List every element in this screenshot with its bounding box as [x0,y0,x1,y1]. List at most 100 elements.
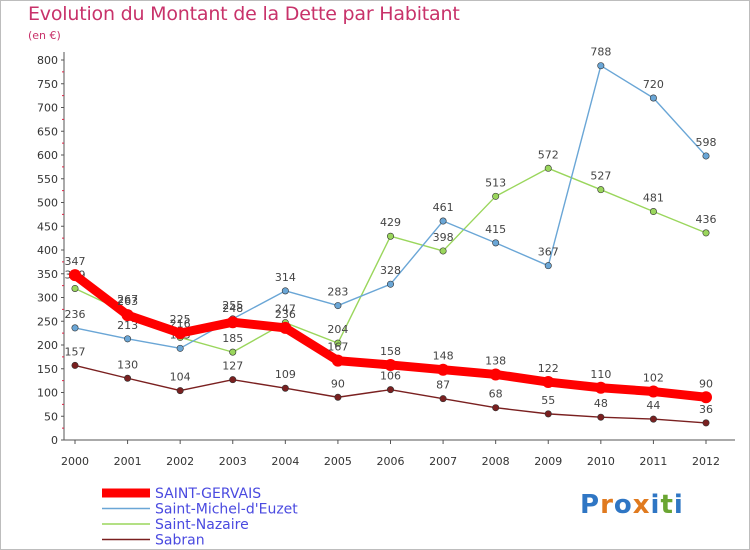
data-label-saint-michel-d-euzet: 236 [65,308,86,321]
data-point-saint-gervais [437,363,450,376]
data-point-sabran [597,413,605,421]
logo-letter: i [673,490,684,520]
y-tick-label: 750 [37,78,58,91]
data-point-sabran [386,386,394,394]
data-label-saint-gervais: 158 [380,345,401,358]
x-tick-label: 2007 [429,455,457,468]
data-label-saint-michel-d-euzet: 255 [222,299,243,312]
data-label-saint-nazaire: 436 [696,213,717,226]
data-point-saint-gervais [174,327,187,340]
x-tick-label: 2004 [271,455,299,468]
series-layer: 1571301041271099010687685548443631926721… [65,46,717,427]
x-tick-label: 2011 [639,455,667,468]
data-point-saint-nazaire [544,164,552,172]
y-tick-label: 500 [37,197,58,210]
data-label-saint-gervais: 236 [275,308,296,321]
data-label-saint-michel-d-euzet: 213 [117,319,138,332]
x-tick-label: 2002 [166,455,194,468]
data-point-saint-nazaire [649,208,657,216]
data-point-saint-michel-d-euzet [702,152,710,160]
data-point-saint-nazaire [439,247,447,255]
legend: SAINT-GERVAISSaint-Michel-d'EuzetSaint-N… [102,486,298,549]
data-label-sabran: 68 [489,388,503,401]
data-point-saint-gervais [489,368,502,381]
data-point-saint-nazaire [702,229,710,237]
y-tick-label: 550 [37,173,58,186]
data-point-saint-gervais [331,354,344,367]
data-point-sabran [334,393,342,401]
data-label-saint-michel-d-euzet: 328 [380,264,401,277]
x-tick-label: 2008 [482,455,510,468]
data-label-saint-gervais: 248 [222,302,243,315]
data-point-sabran [71,361,79,369]
data-point-sabran [176,387,184,395]
data-point-sabran [124,374,132,382]
legend-entry-saint-nazaire: Saint-Nazaire [155,517,249,533]
data-label-sabran: 44 [646,399,660,412]
logo-letter: r [600,490,614,520]
logo-letter: x [632,490,651,520]
data-label-saint-gervais: 110 [590,368,611,381]
y-tick-label: 200 [37,339,58,352]
data-label-saint-nazaire: 247 [275,303,296,316]
x-tick-label: 2012 [692,455,720,468]
data-label-saint-nazaire: 185 [222,332,243,345]
data-label-saint-michel-d-euzet: 598 [696,136,717,149]
data-label-saint-gervais: 90 [699,377,713,390]
data-label-saint-michel-d-euzet: 720 [643,78,664,91]
data-point-saint-gervais [542,376,555,389]
data-point-saint-gervais [700,391,712,404]
data-point-saint-nazaire [71,284,79,292]
data-point-saint-gervais [594,381,607,394]
y-tick-label: 0 [51,434,58,447]
data-label-saint-nazaire: 513 [485,176,506,189]
data-label-saint-gervais: 225 [170,313,191,326]
data-label-saint-nazaire: 267 [117,293,138,306]
y-tick-label: 400 [37,244,58,257]
data-point-sabran [229,376,237,384]
data-label-saint-michel-d-euzet: 314 [275,271,296,284]
data-label-saint-michel-d-euzet: 283 [327,286,348,299]
data-point-sabran [492,404,500,412]
x-tick-label: 2001 [114,455,142,468]
x-tick-label: 2006 [377,455,405,468]
data-label-sabran: 48 [594,397,608,410]
data-point-saint-michel-d-euzet [386,280,394,288]
data-label-sabran: 106 [380,370,401,383]
y-tick-label: 650 [37,125,58,138]
data-point-saint-michel-d-euzet [439,217,447,225]
data-label-sabran: 109 [275,368,296,381]
data-point-sabran [649,415,657,423]
y-tick-label: 50 [44,410,58,423]
data-point-sabran [281,384,289,392]
data-point-saint-michel-d-euzet [649,94,657,102]
logo-letter: P [580,490,601,520]
data-label-saint-gervais: 138 [485,354,506,367]
data-point-saint-michel-d-euzet [71,324,79,332]
chart-subtitle: (en €) [28,29,61,42]
data-label-saint-michel-d-euzet: 415 [485,223,506,236]
data-point-saint-gervais [647,385,660,398]
data-label-saint-nazaire: 481 [643,192,664,205]
legend-entry-sabran: Sabran [155,533,205,549]
data-point-saint-michel-d-euzet [492,239,500,247]
proxiti-logo: Proxiti [580,490,684,520]
series-line-saint-michel-d-euzet [74,64,707,350]
data-label-saint-nazaire: 527 [590,170,611,183]
y-tick-label: 100 [37,387,58,400]
data-point-saint-nazaire [334,339,342,347]
data-point-saint-michel-d-euzet [281,287,289,295]
data-label-saint-gervais: 148 [433,350,454,363]
logo-letter: t [660,490,674,520]
data-label-sabran: 157 [65,345,86,358]
data-point-saint-michel-d-euzet [176,344,184,352]
chart-title: Evolution du Montant de la Dette par Hab… [28,3,460,25]
data-label-sabran: 127 [222,360,243,373]
x-tick-label: 2005 [324,455,352,468]
data-point-saint-gervais [121,309,134,322]
data-label-sabran: 55 [541,394,555,407]
data-label-saint-michel-d-euzet: 367 [538,246,559,259]
data-label-saint-gervais: 167 [327,341,348,354]
data-label-saint-nazaire: 429 [380,216,401,229]
